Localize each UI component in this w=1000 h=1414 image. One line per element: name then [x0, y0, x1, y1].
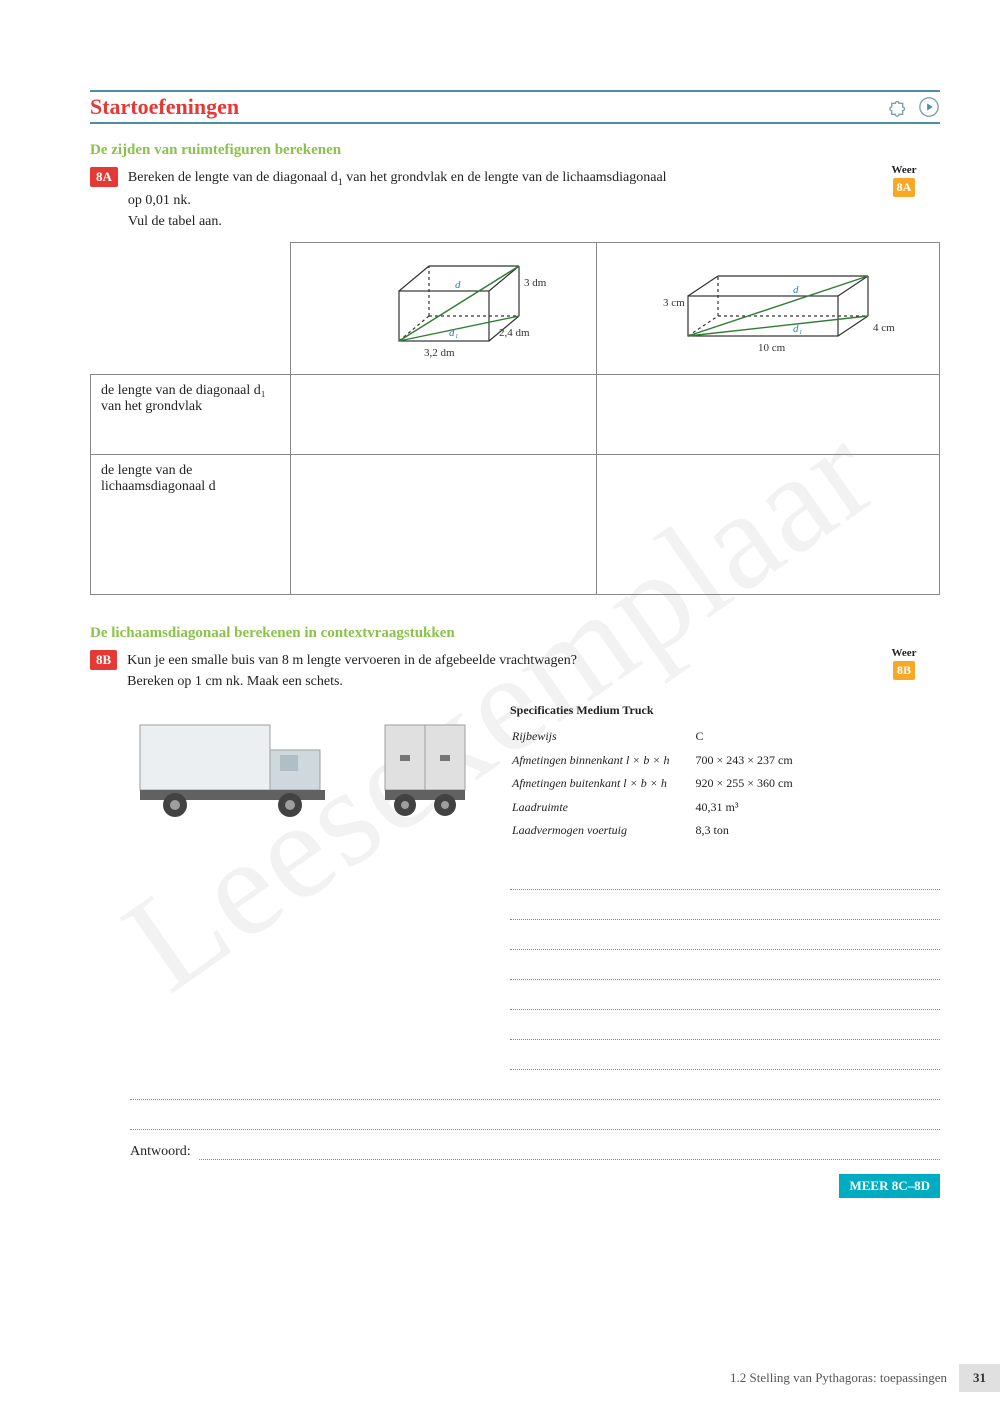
- answer-line-full: [130, 1084, 940, 1100]
- spec-k-2: Afmetingen buitenkant l × b × h: [512, 773, 694, 795]
- row2-b: [597, 455, 940, 595]
- exercise-8a-text: Bereken de lengte van de diagonaal d1 va…: [128, 167, 940, 232]
- puzzle-icon: [888, 96, 910, 118]
- spec-k-1: Afmetingen binnenkant l × b × h: [512, 750, 694, 772]
- badge-8b: 8B: [90, 650, 117, 670]
- row2-label: de lengte van de lichaamsdiagonaal d: [91, 455, 291, 595]
- svg-text:3 cm: 3 cm: [663, 297, 685, 309]
- spec-v-0: C: [696, 726, 817, 748]
- text-8a-1b: van het grondvlak en de lengte van de li…: [343, 170, 667, 185]
- weer-label-2: Weer: [886, 647, 922, 659]
- exercise-8b: 8B Kun je een smalle buis van 8 m lengte…: [90, 650, 940, 692]
- text-8b-1: Kun je een smalle buis van 8 m lengte ve…: [127, 653, 577, 668]
- meer-tag: MEER 8C–8D: [839, 1174, 940, 1198]
- text-8a-3: Vul de tabel aan.: [128, 214, 222, 229]
- answer-line-full: [199, 1144, 940, 1160]
- weer-badge-1: 8A: [893, 178, 916, 197]
- specs-table: RijbewijsC Afmetingen binnenkant l × b ×…: [510, 724, 819, 844]
- svg-text:d: d: [455, 279, 461, 291]
- table-8a: d d₁ 3 dm 2,4 dm 3,2 dm: [90, 242, 940, 595]
- header-title: Startoefeningen: [90, 94, 239, 120]
- badge-8a: 8A: [90, 167, 118, 187]
- text-8b-2: Bereken op 1 cm nk. Maak een schets.: [127, 674, 343, 689]
- svg-text:4 cm: 4 cm: [873, 322, 895, 334]
- spec-v-4: 8,3 ton: [696, 820, 817, 842]
- row2-a: [291, 455, 597, 595]
- answer-line: [510, 904, 940, 920]
- specs-title: Specificaties Medium Truck: [510, 700, 819, 722]
- weer-badge-2: 8B: [893, 661, 915, 680]
- text-8a-2: op 0,01 nk.: [128, 193, 191, 208]
- subhead-2: De lichaamsdiagonaal berekenen in contex…: [90, 625, 940, 642]
- header-icons: [888, 96, 940, 118]
- spec-k-0: Rijbewijs: [512, 726, 694, 748]
- row1-label: de lengte van de diagonaal d₁ van het gr…: [91, 375, 291, 455]
- spec-v-2: 920 × 255 × 360 cm: [696, 773, 817, 795]
- svg-text:10 cm: 10 cm: [758, 342, 786, 354]
- page-content: Startoefeningen De zijden van ruimtefigu…: [0, 0, 1000, 1238]
- svg-text:2,4 dm: 2,4 dm: [499, 327, 530, 339]
- answer-line: [510, 994, 940, 1010]
- svg-text:d₁: d₁: [793, 323, 803, 335]
- answer-line: [510, 1024, 940, 1040]
- cuboid-a-cell: d d₁ 3 dm 2,4 dm 3,2 dm: [291, 243, 597, 375]
- footer-page-number: 31: [959, 1364, 1000, 1392]
- answer-line: [510, 1054, 940, 1070]
- svg-text:3 dm: 3 dm: [524, 277, 547, 289]
- answer-line: [510, 964, 940, 980]
- row1-a: [291, 375, 597, 455]
- answer-line: [510, 874, 940, 890]
- cuboid-b-cell: d d₁ 3 cm 4 cm 10 cm: [597, 243, 940, 375]
- text-8a-1: Bereken de lengte van de diagonaal d: [128, 170, 338, 185]
- spec-v-1: 700 × 243 × 237 cm: [696, 750, 817, 772]
- answer-line-full: [130, 1114, 940, 1130]
- truck-specs: Specificaties Medium Truck RijbewijsC Af…: [510, 700, 819, 844]
- footer-text: 1.2 Stelling van Pythagoras: toepassinge…: [730, 1370, 947, 1386]
- play-icon: [918, 96, 940, 118]
- answer-line: [510, 934, 940, 950]
- weer-label-1: Weer: [886, 164, 922, 176]
- subhead-1: De zijden van ruimtefiguren berekenen: [90, 142, 940, 159]
- svg-text:d₁: d₁: [449, 327, 459, 339]
- exercise-8b-text: Kun je een smalle buis van 8 m lengte ve…: [127, 650, 940, 692]
- spec-k-3: Laadruimte: [512, 797, 694, 819]
- spec-v-3: 40,31 m³: [696, 797, 817, 819]
- page-footer: 1.2 Stelling van Pythagoras: toepassinge…: [730, 1364, 1000, 1392]
- svg-text:3,2 dm: 3,2 dm: [424, 347, 455, 359]
- answer-label: Antwoord:: [130, 1144, 191, 1160]
- section-header: Startoefeningen: [90, 90, 940, 124]
- exercise-8a: 8A Bereken de lengte van de diagonaal d1…: [90, 167, 940, 232]
- spec-k-4: Laadvermogen voertuig: [512, 820, 694, 842]
- truck-illustration: [130, 700, 490, 820]
- svg-text:d: d: [793, 284, 799, 296]
- row1-b: [597, 375, 940, 455]
